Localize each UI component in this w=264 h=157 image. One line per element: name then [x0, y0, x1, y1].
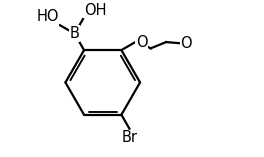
Text: B: B [70, 26, 79, 41]
Text: Br: Br [121, 130, 138, 145]
Text: O: O [136, 35, 147, 50]
Text: O: O [180, 36, 192, 51]
Text: OH: OH [84, 3, 106, 18]
Text: HO: HO [37, 9, 59, 24]
